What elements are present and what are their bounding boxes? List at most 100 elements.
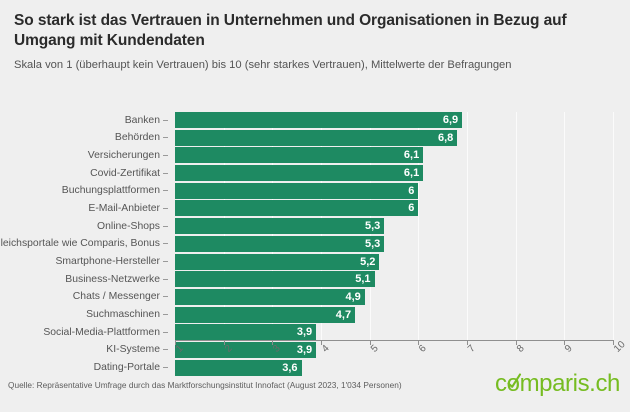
category-label: E-Mail-Anbieter bbox=[88, 202, 160, 214]
bar-value-label: 6,1 bbox=[403, 167, 420, 180]
category-tick-mark bbox=[163, 207, 168, 209]
category-label-row: Banken bbox=[0, 112, 168, 128]
bar-rows: 6,9 6,8 6,1 6,1 6 6 5,3 5,3 5,2 5,1 4,9 4,7 3,9 3,9 3,… bbox=[175, 112, 613, 377]
category-label-row: Dating-Portale bbox=[0, 360, 168, 376]
category-tick-mark bbox=[163, 367, 168, 369]
category-label: Dating-Portale bbox=[93, 362, 160, 374]
category-label: Chats / Messenger bbox=[72, 291, 160, 303]
bar-value-label: 6,1 bbox=[403, 149, 420, 162]
bar-value-label: 5,3 bbox=[364, 237, 381, 250]
gridline bbox=[418, 112, 420, 340]
bar-row: 6,1 bbox=[175, 165, 613, 182]
x-axis-tick-label: 10 bbox=[612, 339, 628, 355]
category-tick-mark bbox=[163, 331, 168, 333]
gridline bbox=[564, 112, 566, 340]
bar-row: 6,1 bbox=[175, 147, 613, 164]
category-label-row: Covid-Zertifikat bbox=[0, 165, 168, 181]
logo-o-letter: o bbox=[506, 370, 520, 397]
logo-text-after: mparis.ch bbox=[519, 370, 621, 397]
bar[interactable] bbox=[175, 147, 424, 164]
bar[interactable] bbox=[175, 306, 356, 323]
bar-row: 4,9 bbox=[175, 288, 613, 305]
bar[interactable] bbox=[175, 271, 375, 288]
bar[interactable] bbox=[175, 112, 463, 128]
x-axis-tick bbox=[272, 341, 274, 345]
x-axis-tick bbox=[564, 341, 566, 345]
comparis-logo[interactable]: c o mparis.ch bbox=[495, 372, 620, 396]
bar[interactable] bbox=[175, 341, 317, 358]
logo-o-glyph: o bbox=[506, 370, 521, 397]
bar-row: 5,2 bbox=[175, 253, 613, 270]
category-tick-mark bbox=[163, 190, 168, 192]
category-tick-mark bbox=[163, 225, 168, 227]
logo-text-before: c bbox=[495, 370, 507, 397]
bar-value-label: 4,9 bbox=[345, 290, 361, 303]
bar[interactable] bbox=[175, 235, 385, 252]
category-tick-mark bbox=[163, 296, 168, 298]
category-label-row: Behörden bbox=[0, 130, 168, 146]
category-label-row: KI-Systeme bbox=[0, 342, 168, 358]
bar-value-label: 6 bbox=[408, 202, 415, 215]
bar-row: 6,8 bbox=[175, 129, 613, 146]
page-title: So stark ist das Vertrauen in Unternehme… bbox=[14, 12, 567, 49]
bar[interactable] bbox=[175, 218, 385, 235]
x-axis-tick bbox=[418, 341, 420, 345]
gridline bbox=[467, 112, 468, 340]
x-axis-tick bbox=[369, 341, 371, 345]
chart-plot-wrapper: Banken Behörden Versicherungen Covid-Zertif… bbox=[0, 106, 630, 376]
category-label-row: Vergleichsportale wie Comparis, Bonus bbox=[0, 236, 168, 252]
category-label: Suchmaschinen bbox=[86, 309, 160, 321]
category-axis-labels: Banken Behörden Versicherungen Covid-Zertif… bbox=[0, 112, 168, 377]
x-axis-tick bbox=[515, 341, 517, 345]
x-axis-tick bbox=[175, 341, 176, 345]
bar[interactable] bbox=[175, 182, 419, 199]
bar[interactable] bbox=[175, 200, 419, 217]
bar-row: 4,7 bbox=[175, 306, 613, 323]
category-label-row: Social-Media-Plattformen bbox=[0, 324, 168, 340]
chart-header: So stark ist das Vertrauen in Unternehme… bbox=[0, 0, 630, 73]
bar-row: 5,3 bbox=[175, 235, 613, 252]
bar-value-label: 3,6 bbox=[282, 361, 298, 374]
category-label: KI-Systeme bbox=[106, 344, 160, 356]
bar-value-label: 6 bbox=[408, 184, 415, 197]
gridline bbox=[515, 112, 517, 340]
bar[interactable] bbox=[175, 359, 302, 376]
x-axis-tick bbox=[467, 341, 468, 345]
bar-row: 5,1 bbox=[175, 271, 613, 288]
category-tick-mark bbox=[163, 154, 168, 156]
bar-row: 6,9 bbox=[175, 112, 613, 128]
chart-footer: Quelle: Repräsentative Umfrage durch das… bbox=[0, 366, 630, 412]
category-label: Social-Media-Plattformen bbox=[43, 326, 160, 338]
bar[interactable] bbox=[175, 288, 365, 305]
category-tick-mark bbox=[163, 278, 168, 280]
bar[interactable] bbox=[175, 324, 317, 341]
category-label: Banken bbox=[124, 114, 160, 126]
category-label: Smartphone-Hersteller bbox=[55, 256, 160, 267]
category-tick-mark bbox=[163, 172, 168, 174]
bar[interactable] bbox=[175, 253, 380, 270]
category-label-row: Chats / Messenger bbox=[0, 289, 168, 305]
category-tick-mark bbox=[163, 243, 168, 245]
category-label-row: Suchmaschinen bbox=[0, 307, 168, 323]
category-label: Vergleichsportale wie Comparis, Bonus bbox=[0, 238, 160, 250]
bar-value-label: 5,2 bbox=[360, 255, 376, 268]
bar-row: 3,9 bbox=[175, 341, 613, 358]
category-label-row: E-Mail-Anbieter bbox=[0, 200, 168, 216]
bar-value-label: 5,3 bbox=[364, 220, 381, 233]
category-tick-mark bbox=[163, 349, 168, 351]
category-label: Buchungsplattformen bbox=[61, 185, 160, 197]
bar[interactable] bbox=[175, 129, 458, 146]
category-tick-mark bbox=[163, 314, 168, 316]
bar-value-label: 3,9 bbox=[296, 326, 313, 339]
bar[interactable] bbox=[175, 165, 424, 182]
category-tick-mark bbox=[163, 119, 168, 121]
bar-row: 3,9 bbox=[175, 324, 613, 341]
bar-row: 6 bbox=[175, 200, 613, 217]
bar-row: 3,6 bbox=[175, 359, 613, 376]
bar-value-label: 6,9 bbox=[442, 114, 459, 126]
category-label: Covid-Zertifikat bbox=[90, 167, 160, 179]
x-axis-tick bbox=[321, 341, 322, 345]
gridline bbox=[613, 112, 614, 340]
source-note: Quelle: Repräsentative Umfrage durch das… bbox=[8, 380, 402, 390]
bar-value-label: 3,9 bbox=[296, 343, 313, 356]
